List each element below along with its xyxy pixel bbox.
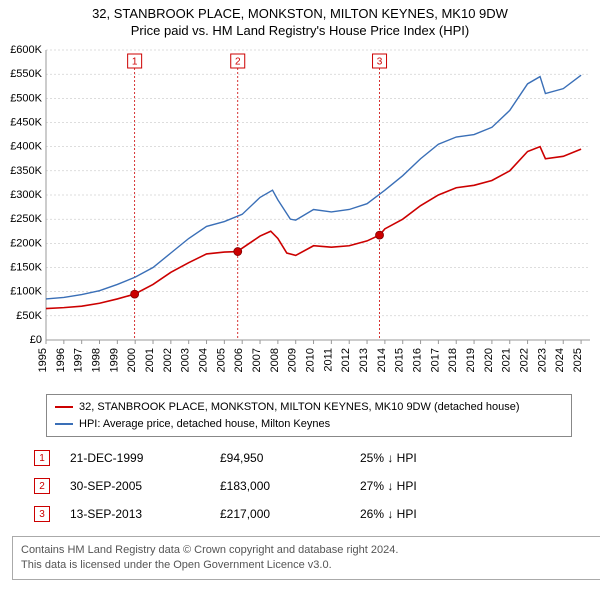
- sale-date: 13-SEP-2013: [70, 507, 220, 521]
- sale-hpi-delta: 25% ↓ HPI: [360, 451, 500, 465]
- sales-table: 1 21-DEC-1999 £94,950 25% ↓ HPI 2 30-SEP…: [30, 444, 570, 528]
- svg-text:2024: 2024: [554, 348, 566, 372]
- svg-text:2003: 2003: [180, 348, 192, 372]
- svg-text:1998: 1998: [91, 348, 103, 372]
- svg-text:£0: £0: [30, 334, 42, 346]
- sale-marker-1: 1: [34, 450, 50, 466]
- legend-box: 32, STANBROOK PLACE, MONKSTON, MILTON KE…: [46, 394, 572, 437]
- sale-price: £183,000: [220, 479, 360, 493]
- svg-text:2019: 2019: [465, 348, 477, 372]
- sale-hpi-delta: 26% ↓ HPI: [360, 507, 500, 521]
- svg-text:£600K: £600K: [10, 44, 42, 56]
- svg-text:2009: 2009: [287, 348, 299, 372]
- svg-text:2002: 2002: [162, 348, 174, 372]
- sale-marker-2: 2: [34, 478, 50, 494]
- legend-swatch-price-paid: [55, 406, 73, 408]
- table-row: 1 21-DEC-1999 £94,950 25% ↓ HPI: [30, 444, 570, 472]
- svg-text:2018: 2018: [447, 348, 459, 372]
- svg-text:£500K: £500K: [10, 92, 42, 104]
- legend-label: 32, STANBROOK PLACE, MONKSTON, MILTON KE…: [79, 399, 520, 416]
- svg-text:£450K: £450K: [10, 117, 42, 129]
- price-chart: £0 £50K £100K £150K £200K £250K £300K £350K £400…: [0, 44, 600, 384]
- svg-text:2016: 2016: [412, 348, 424, 372]
- sale-price: £217,000: [220, 507, 360, 521]
- svg-text:£250K: £250K: [10, 213, 42, 225]
- svg-text:2007: 2007: [251, 348, 263, 372]
- legend-item-hpi: HPI: Average price, detached house, Milt…: [55, 416, 563, 433]
- svg-text:1995: 1995: [37, 348, 49, 372]
- legend-item-price-paid: 32, STANBROOK PLACE, MONKSTON, MILTON KE…: [55, 399, 563, 416]
- svg-text:£300K: £300K: [10, 189, 42, 201]
- svg-text:1997: 1997: [73, 348, 85, 372]
- svg-text:2020: 2020: [483, 348, 495, 372]
- svg-text:2025: 2025: [572, 348, 584, 372]
- footer-line2: This data is licensed under the Open Gov…: [21, 558, 597, 573]
- sale-hpi-delta: 27% ↓ HPI: [360, 479, 500, 493]
- svg-text:2000: 2000: [126, 348, 138, 372]
- svg-text:2022: 2022: [519, 348, 531, 372]
- svg-text:2021: 2021: [501, 348, 513, 372]
- sale-price: £94,950: [220, 451, 360, 465]
- licence-footer: Contains HM Land Registry data © Crown c…: [12, 536, 600, 580]
- svg-text:£550K: £550K: [10, 68, 42, 80]
- svg-text:2013: 2013: [358, 348, 370, 372]
- svg-text:2008: 2008: [269, 348, 281, 372]
- svg-text:2006: 2006: [233, 348, 245, 372]
- svg-text:2: 2: [235, 57, 241, 68]
- footer-line1: Contains HM Land Registry data © Crown c…: [21, 543, 597, 558]
- sale-date: 21-DEC-1999: [70, 451, 220, 465]
- svg-text:2015: 2015: [394, 348, 406, 372]
- table-row: 2 30-SEP-2005 £183,000 27% ↓ HPI: [30, 472, 570, 500]
- chart-title: 32, STANBROOK PLACE, MONKSTON, MILTON KE…: [0, 0, 600, 40]
- svg-text:2001: 2001: [144, 348, 156, 372]
- svg-text:1999: 1999: [108, 348, 120, 372]
- svg-text:2010: 2010: [305, 348, 317, 372]
- svg-text:2005: 2005: [215, 348, 227, 372]
- svg-text:£350K: £350K: [10, 165, 42, 177]
- svg-text:£400K: £400K: [10, 141, 42, 153]
- legend-label: HPI: Average price, detached house, Milt…: [79, 416, 330, 433]
- svg-text:2004: 2004: [198, 348, 210, 372]
- svg-text:1996: 1996: [55, 348, 67, 372]
- svg-text:£150K: £150K: [10, 262, 42, 274]
- title-line2: Price paid vs. HM Land Registry's House …: [0, 23, 600, 40]
- svg-text:2011: 2011: [322, 348, 334, 372]
- svg-text:3: 3: [377, 57, 383, 68]
- table-row: 3 13-SEP-2013 £217,000 26% ↓ HPI: [30, 500, 570, 528]
- svg-text:2017: 2017: [429, 348, 441, 372]
- svg-text:2012: 2012: [340, 348, 352, 372]
- svg-text:£100K: £100K: [10, 286, 42, 298]
- title-line1: 32, STANBROOK PLACE, MONKSTON, MILTON KE…: [0, 6, 600, 23]
- svg-text:£50K: £50K: [16, 310, 42, 322]
- sale-date: 30-SEP-2005: [70, 479, 220, 493]
- sale-marker-3: 3: [34, 506, 50, 522]
- svg-text:1: 1: [132, 57, 138, 68]
- svg-text:2023: 2023: [536, 348, 548, 372]
- svg-text:2014: 2014: [376, 348, 388, 372]
- svg-text:£200K: £200K: [10, 237, 42, 249]
- legend-swatch-hpi: [55, 423, 73, 425]
